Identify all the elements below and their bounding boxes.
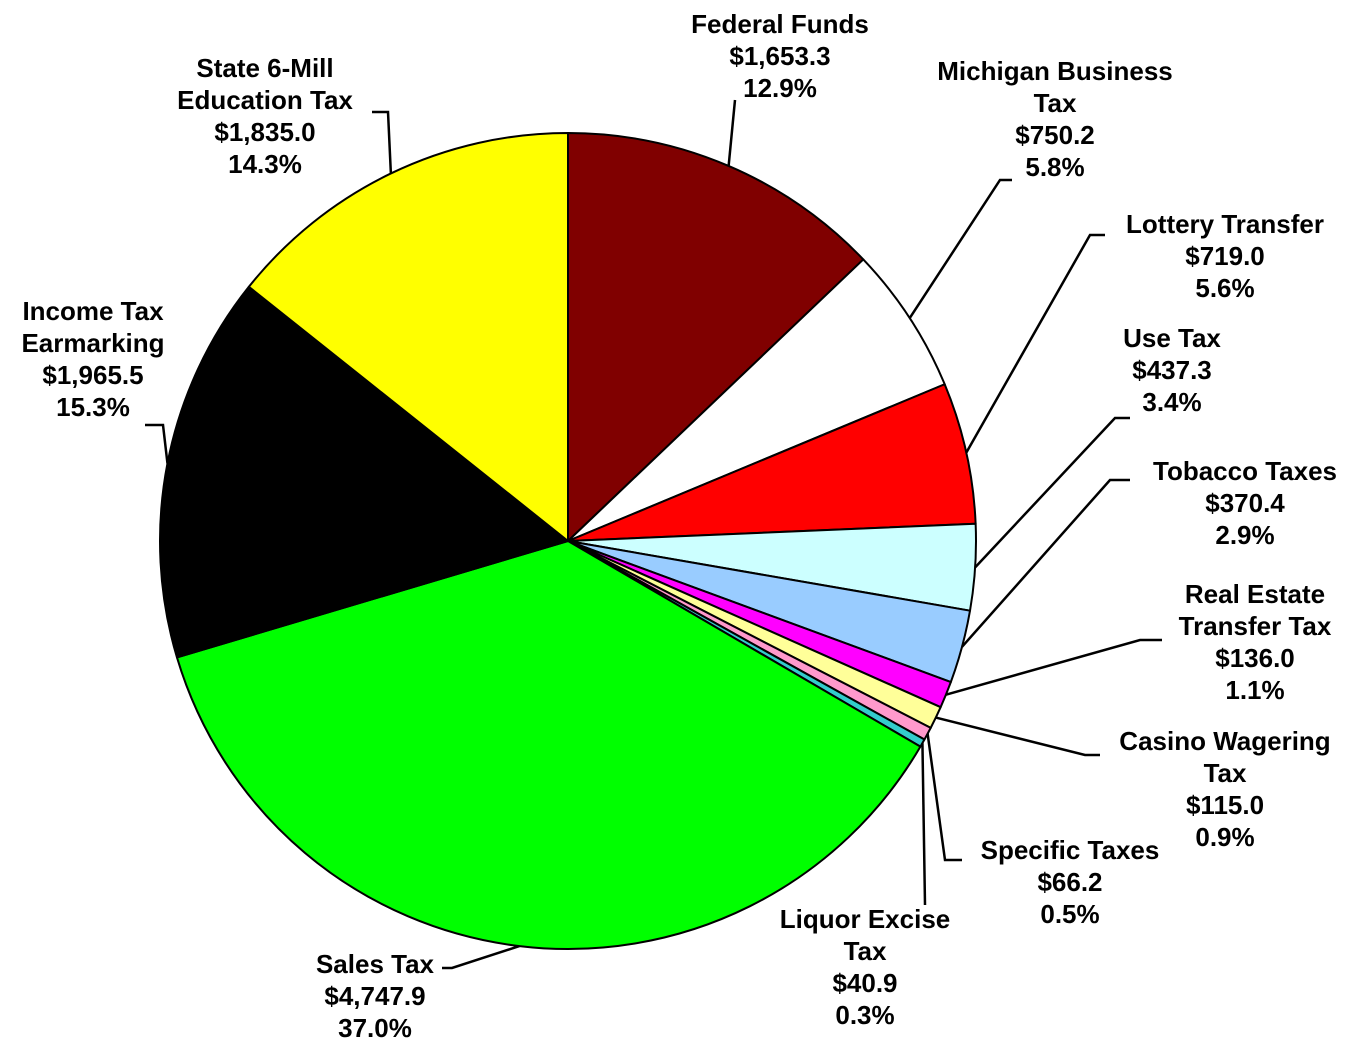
leader-line bbox=[145, 423, 169, 464]
slice-label: Specific Taxes $66.2 0.5% bbox=[950, 834, 1190, 930]
category-label: Lottery Transfer bbox=[1126, 209, 1324, 239]
leader-line bbox=[442, 944, 520, 970]
value-label: $750.2 bbox=[1015, 120, 1095, 150]
slice-label: State 6-Mill Education Tax $1,835.0 14.3% bbox=[155, 52, 375, 180]
percent-label: 1.1% bbox=[1225, 675, 1285, 705]
value-label: $115.0 bbox=[1185, 790, 1265, 820]
category-label: Liquor Excise Tax bbox=[779, 904, 951, 966]
category-label: Tobacco Taxes bbox=[1153, 456, 1337, 486]
slice-label: Lottery Transfer $719.0 5.6% bbox=[1095, 208, 1355, 304]
category-label: State 6-Mill Education Tax bbox=[177, 53, 353, 115]
slice-label: Liquor Excise Tax $40.9 0.3% bbox=[755, 903, 975, 1031]
pie-slice bbox=[175, 540, 922, 950]
slice-label: Casino Wagering Tax $115.0 0.9% bbox=[1095, 725, 1355, 853]
value-label: $437.3 bbox=[1132, 355, 1212, 385]
percent-label: 0.3% bbox=[835, 1000, 895, 1030]
category-label: Sales Tax bbox=[315, 949, 435, 979]
leader-line bbox=[926, 733, 962, 862]
leader-line bbox=[921, 743, 927, 906]
leader-line bbox=[961, 478, 1130, 648]
leader-line bbox=[945, 638, 1162, 696]
percent-label: 14.3% bbox=[228, 149, 302, 179]
pie-slice bbox=[567, 383, 977, 542]
category-label: Income Tax Earmarking bbox=[21, 296, 165, 358]
category-label: Federal Funds bbox=[691, 9, 869, 39]
category-label: Real Estate Transfer Tax bbox=[1178, 579, 1332, 641]
slice-label: Use Tax $437.3 3.4% bbox=[1072, 322, 1272, 418]
percent-label: 12.9% bbox=[743, 73, 817, 103]
percent-label: 2.9% bbox=[1215, 520, 1275, 550]
category-label: Specific Taxes bbox=[980, 835, 1160, 865]
value-label: $1,653.3 bbox=[729, 41, 831, 71]
category-label: Michigan Business Tax bbox=[937, 56, 1173, 118]
leader-line bbox=[908, 178, 1012, 319]
slice-label: Real Estate Transfer Tax $136.0 1.1% bbox=[1155, 578, 1355, 706]
percent-label: 5.8% bbox=[1025, 152, 1085, 182]
category-label: Use Tax bbox=[1123, 323, 1221, 353]
value-label: $1,835.0 bbox=[214, 117, 316, 147]
value-label: $4,747.9 bbox=[324, 981, 426, 1011]
pie-slice bbox=[567, 132, 865, 542]
slice-label: Sales Tax $4,747.9 37.0% bbox=[290, 948, 460, 1044]
percent-label: 3.4% bbox=[1142, 387, 1202, 417]
slice-label: Tobacco Taxes $370.4 2.9% bbox=[1125, 455, 1365, 551]
slice-label: Federal Funds $1,653.3 12.9% bbox=[650, 8, 910, 104]
leader-line bbox=[727, 99, 737, 167]
value-label: $40.9 bbox=[832, 968, 898, 998]
leader-line bbox=[965, 233, 1105, 454]
slice-label: Michigan Business Tax $750.2 5.8% bbox=[935, 55, 1175, 183]
percent-label: 15.3% bbox=[56, 392, 130, 422]
category-label: Casino Wagering Tax bbox=[1119, 726, 1331, 788]
value-label: $719.0 bbox=[1185, 241, 1265, 271]
percent-label: 0.9% bbox=[1195, 822, 1255, 852]
value-label: $136.0 bbox=[1215, 643, 1295, 673]
percent-label: 0.5% bbox=[1040, 899, 1100, 929]
leader-line bbox=[974, 416, 1130, 569]
slice-label: Income Tax Earmarking $1,965.5 15.3% bbox=[3, 295, 183, 423]
value-label: $66.2 bbox=[1037, 867, 1103, 897]
value-label: $1,965.5 bbox=[42, 360, 144, 390]
value-label: $370.4 bbox=[1205, 488, 1285, 518]
pie-slice bbox=[567, 258, 946, 542]
leader-line bbox=[935, 716, 1100, 757]
percent-label: 37.0% bbox=[338, 1013, 412, 1043]
leader-line bbox=[372, 110, 393, 174]
percent-label: 5.6% bbox=[1195, 273, 1255, 303]
